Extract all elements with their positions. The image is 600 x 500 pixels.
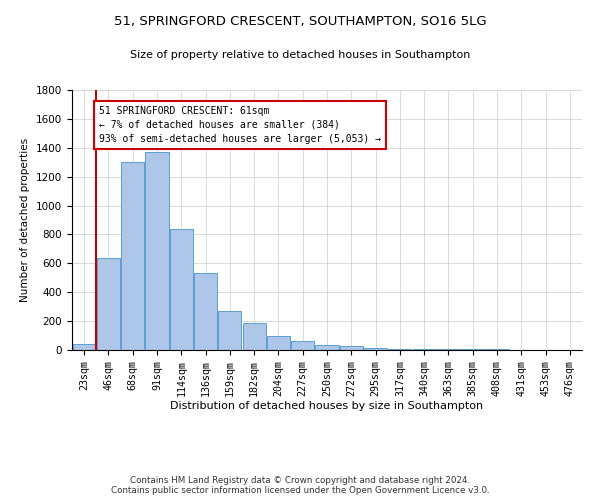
Bar xyxy=(291,342,314,350)
Bar xyxy=(316,345,338,350)
Bar xyxy=(97,258,120,350)
Bar xyxy=(413,349,436,350)
Bar xyxy=(218,311,241,350)
Text: Size of property relative to detached houses in Southampton: Size of property relative to detached ho… xyxy=(130,50,470,60)
Bar xyxy=(388,348,412,350)
Text: 51, SPRINGFORD CRESCENT, SOUTHAMPTON, SO16 5LG: 51, SPRINGFORD CRESCENT, SOUTHAMPTON, SO… xyxy=(113,15,487,28)
Bar xyxy=(121,162,144,350)
Y-axis label: Number of detached properties: Number of detached properties xyxy=(20,138,31,302)
Text: 51 SPRINGFORD CRESCENT: 61sqm
← 7% of detached houses are smaller (384)
93% of s: 51 SPRINGFORD CRESCENT: 61sqm ← 7% of de… xyxy=(99,106,381,144)
Bar xyxy=(340,346,363,350)
X-axis label: Distribution of detached houses by size in Southampton: Distribution of detached houses by size … xyxy=(170,402,484,411)
Bar xyxy=(170,228,193,350)
Bar xyxy=(437,349,460,350)
Text: Contains HM Land Registry data © Crown copyright and database right 2024.
Contai: Contains HM Land Registry data © Crown c… xyxy=(110,476,490,495)
Bar xyxy=(267,336,290,350)
Bar xyxy=(242,324,266,350)
Bar xyxy=(364,348,387,350)
Bar xyxy=(194,274,217,350)
Bar xyxy=(73,344,95,350)
Bar xyxy=(145,152,169,350)
